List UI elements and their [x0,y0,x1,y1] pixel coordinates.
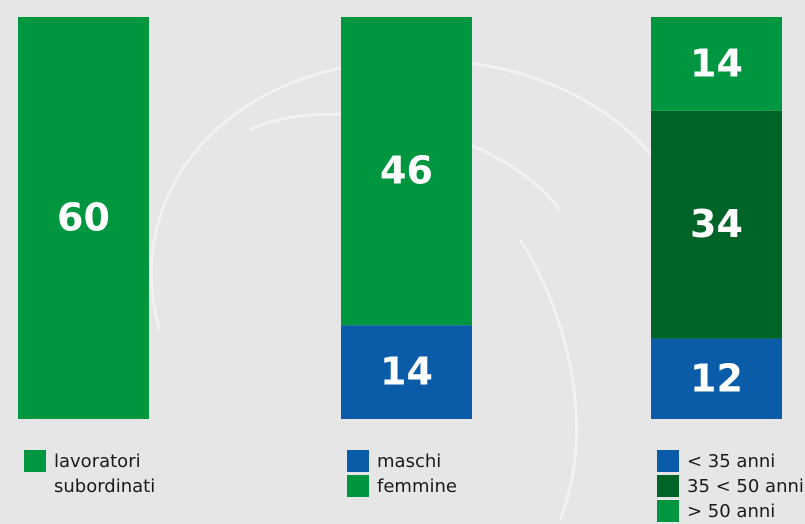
legend-label: femmine [377,474,457,499]
page: 601446123414 (() => { const data = JSON.… [0,0,805,522]
segment-label: 34 [690,202,743,246]
legend-swatch [24,450,46,472]
legend-swatch [347,450,369,472]
legend-label: 35 < 50 anni [687,474,804,499]
legend-swatch [657,450,679,472]
legend-swatch [347,475,369,497]
segment-label: 60 [57,196,110,240]
legend-swatch [657,500,679,522]
segment-label: 14 [690,41,743,85]
legend-label: < 35 anni [687,449,775,474]
legend-label: > 50 anni [687,499,775,524]
legend-label: lavoratori subordinati [54,449,164,499]
legend-item: lavoratori subordinati [24,449,174,499]
legend-item: > 50 anni [657,499,805,524]
legend-label: maschi [377,449,441,474]
legend-item: femmine [347,474,507,499]
segment-label: 46 [380,149,433,193]
chart: 60 14 46 12 34 14 [0,0,805,522]
legend-swatch [657,475,679,497]
segment-label: 14 [380,350,433,394]
legend-item: 35 < 50 anni [657,474,805,499]
legend-item: maschi [347,449,507,474]
legend-item: < 35 anni [657,449,805,474]
segment-label: 12 [690,356,743,400]
